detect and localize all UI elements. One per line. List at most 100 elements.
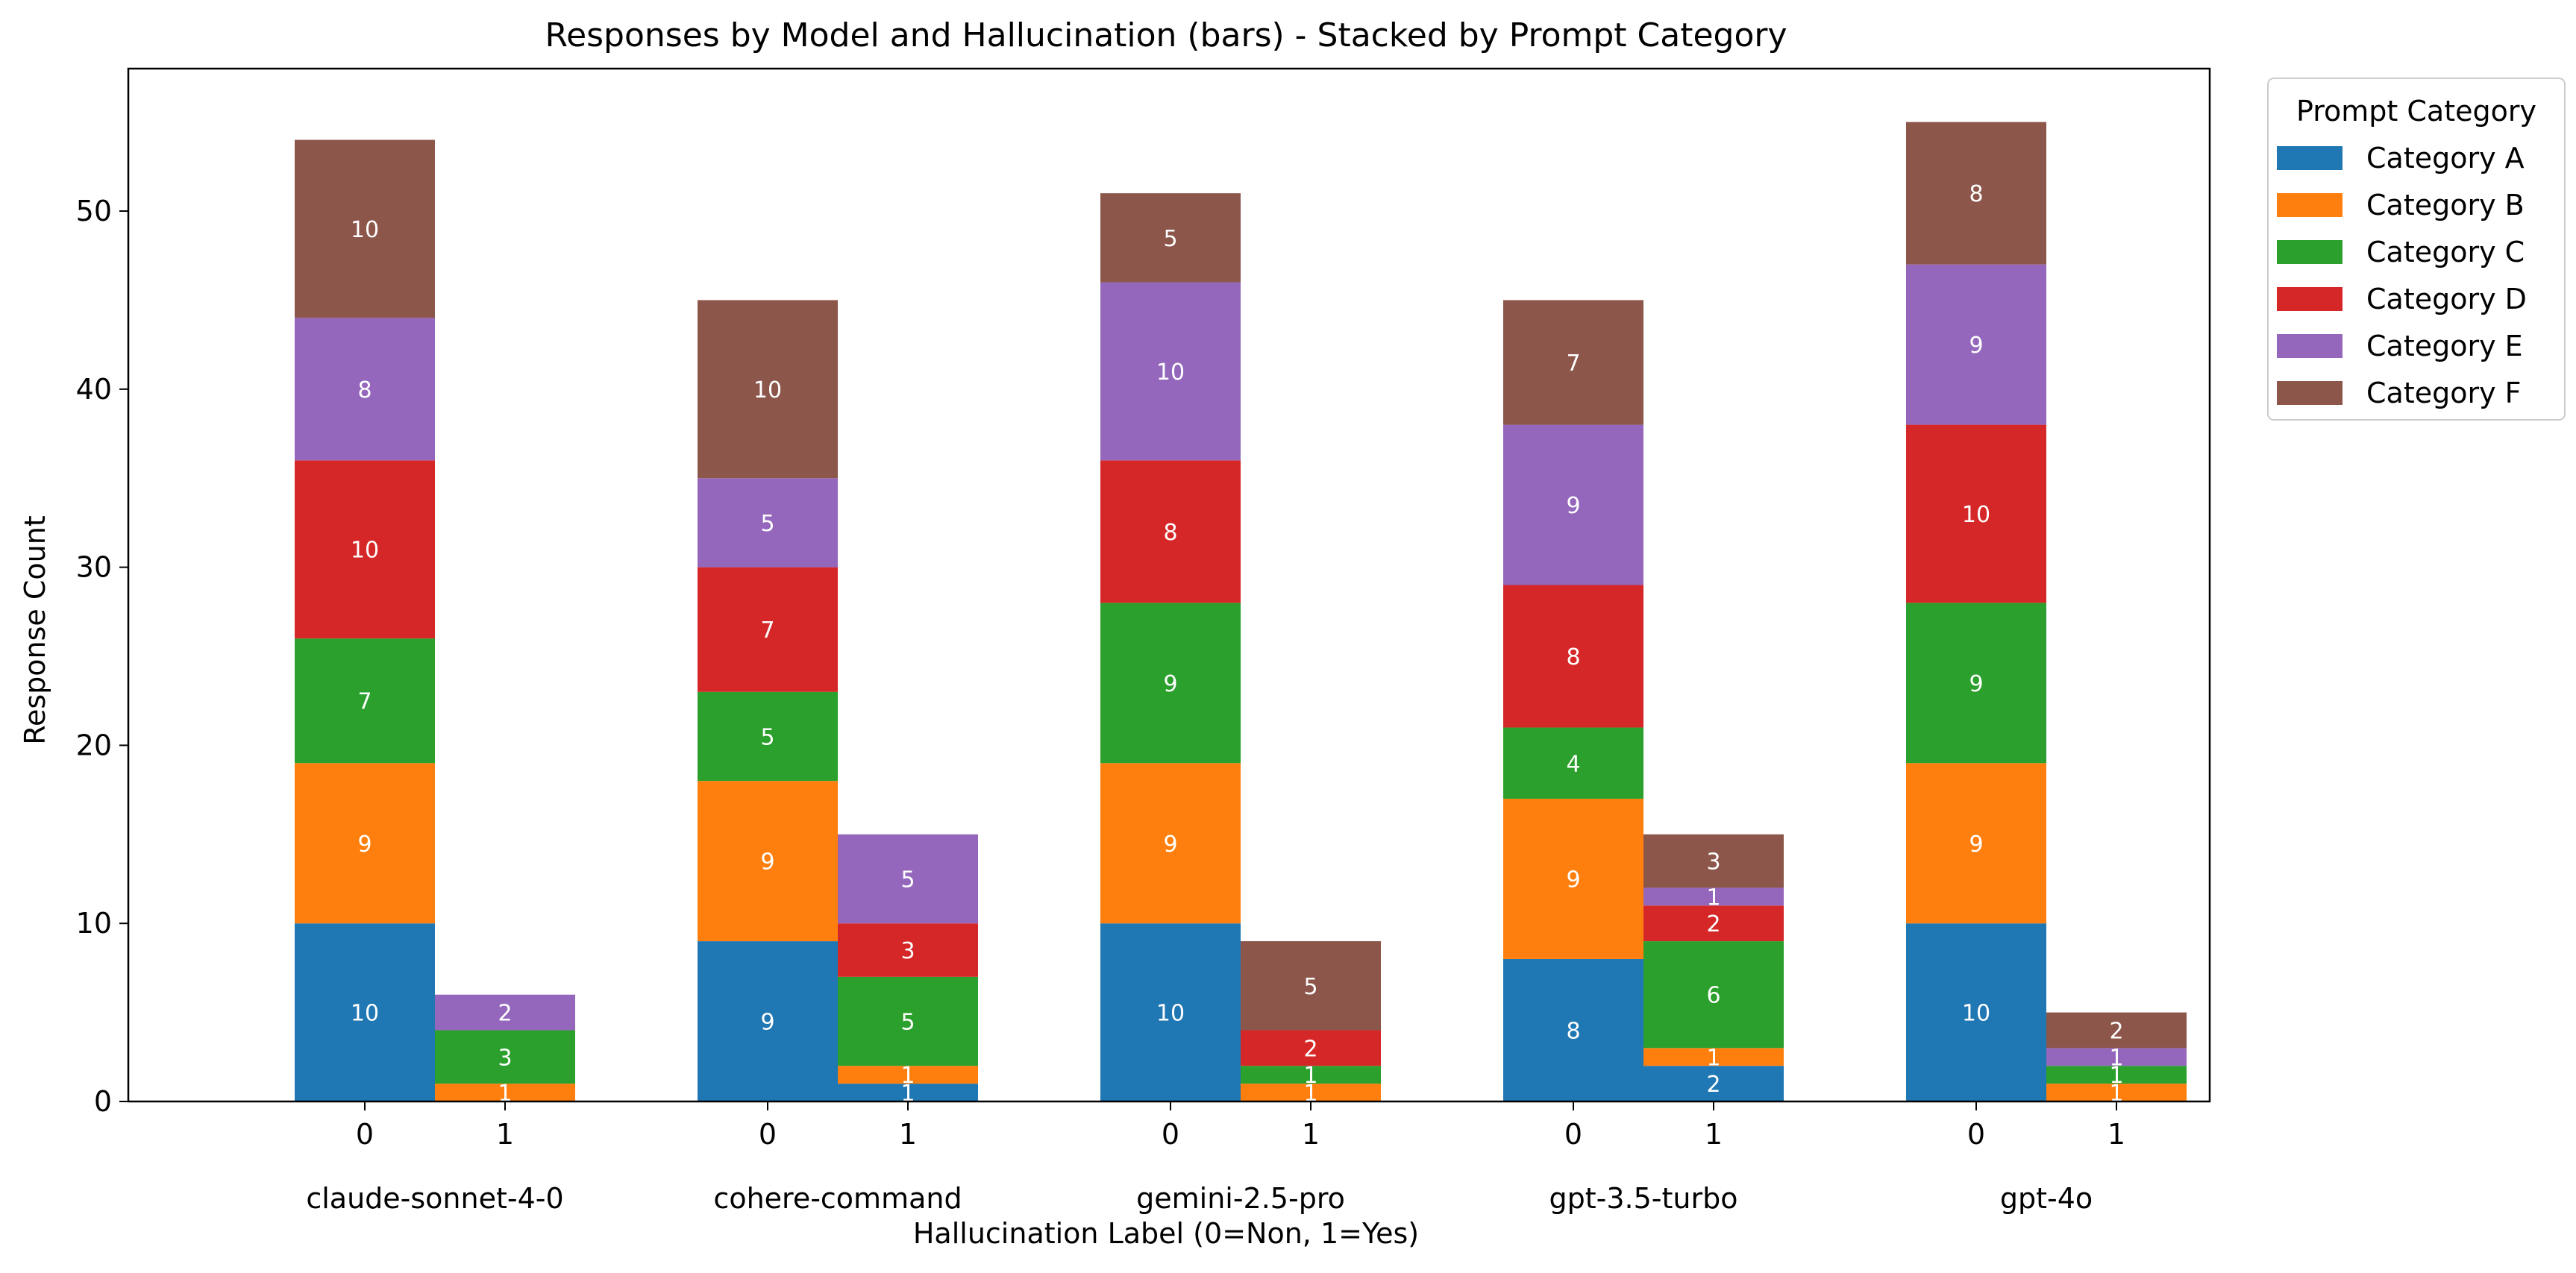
- bar-segment: [1503, 727, 1643, 799]
- bar-segment: [1100, 460, 1241, 603]
- bar-segment-label: 10: [351, 1001, 379, 1027]
- bar-segment: [295, 460, 435, 639]
- x-tick-label: 1: [1705, 1118, 1723, 1151]
- bar-segment-label: 9: [760, 1010, 774, 1036]
- bar-segment-label: 1: [498, 1081, 512, 1107]
- legend-swatch: [2277, 287, 2342, 311]
- bar-segment: [295, 763, 435, 924]
- bar-segment: [838, 1066, 978, 1084]
- bar-segment-label: 6: [1706, 983, 1720, 1009]
- chart-title: Responses by Model and Hallucination (ba…: [545, 16, 1787, 54]
- bar-segment-label: 1: [900, 1081, 915, 1107]
- bar-segment: [1503, 799, 1643, 959]
- bar-segment: [1643, 1066, 1784, 1101]
- bar-segment: [838, 976, 978, 1066]
- y-tick-label: 40: [76, 373, 112, 406]
- bar-segment-label: 8: [357, 377, 372, 403]
- bar-segment-label: 1: [2109, 1045, 2123, 1071]
- bar-segment-label: 2: [498, 1001, 512, 1027]
- bar-segment: [1503, 958, 1643, 1101]
- bar-segment-label: 10: [1962, 502, 1990, 528]
- legend-swatch: [2277, 146, 2342, 170]
- x-tick-label: 0: [1967, 1118, 1985, 1151]
- bar-segment-label: 5: [900, 1010, 915, 1036]
- bar-segment: [1906, 122, 2046, 265]
- bar-segment: [2046, 1012, 2187, 1049]
- bar-segment-label: 2: [1706, 911, 1720, 937]
- axes-layer: 0 1 claude-sonnet-4-0 0 1 cohere-command 0 1 gem…: [76, 67, 2211, 1215]
- bar-segment: [1100, 282, 1241, 461]
- bar-segment-label: 2: [1706, 1072, 1720, 1098]
- legend: Prompt Category Category A Category B Cate…: [2267, 78, 2566, 421]
- bar-segment-label: 5: [1303, 974, 1317, 1000]
- bar-segment: [698, 567, 838, 692]
- bar-segment-label: 2: [2109, 1018, 2123, 1044]
- legend-entry: Category F: [2366, 377, 2522, 409]
- bar-segment-label: 8: [1163, 520, 1177, 546]
- bar-segment-label: 10: [351, 217, 379, 243]
- bar-segment-label: 9: [1969, 832, 1983, 858]
- bar-segment-label: 10: [753, 377, 782, 403]
- legend-entry: Category D: [2366, 283, 2527, 315]
- bar-segment: [295, 923, 435, 1101]
- bar-segment: [435, 994, 575, 1031]
- bar-segment: [1100, 763, 1241, 924]
- bar-segment-label: 10: [1962, 1001, 1990, 1027]
- x-tick-label: 0: [759, 1118, 777, 1151]
- y-tick-label: 20: [76, 729, 112, 761]
- bar-segment: [1643, 834, 1784, 888]
- bar-segment: [295, 318, 435, 461]
- x-tick-label: 0: [1564, 1118, 1582, 1151]
- bar-segment: [698, 941, 838, 1101]
- bar-segment: [1241, 1030, 1381, 1066]
- bar-segment-label: 8: [1566, 644, 1580, 670]
- bar-segment-label: 7: [357, 689, 372, 715]
- bar-segment: [1643, 905, 1784, 942]
- bar-segment-label: 9: [1566, 493, 1580, 519]
- plot-frame: [127, 67, 2211, 1103]
- bar-segment-label: 10: [351, 538, 379, 564]
- y-axis-label: Response Count: [19, 515, 51, 744]
- bar-segment-label: 1: [2109, 1081, 2123, 1107]
- bar-segment-label: 10: [1156, 1001, 1185, 1027]
- bar-segment: [1906, 923, 2046, 1101]
- bar-segment: [838, 1084, 978, 1101]
- bar-segment-label: 3: [498, 1045, 512, 1071]
- bar-segment: [1643, 941, 1784, 1049]
- bar-segment-label: 8: [1969, 181, 1983, 207]
- bar-segment: [1906, 763, 2046, 924]
- bar-segment: [435, 1030, 575, 1084]
- legend-swatch: [2277, 193, 2342, 217]
- bar-segment-label: 2: [1303, 1036, 1317, 1062]
- bar-segment-label: 1: [1706, 884, 1720, 911]
- legend-entry: Category C: [2366, 236, 2525, 268]
- bar-segment: [838, 923, 978, 977]
- bar-segment: [1906, 424, 2046, 603]
- legend-title: Prompt Category: [2296, 95, 2536, 128]
- legend-swatch: [2277, 334, 2342, 358]
- legend-entry: Category A: [2366, 142, 2525, 175]
- bar-segment: [435, 1084, 575, 1101]
- bar-segment: [295, 638, 435, 764]
- bar-segment-label: 4: [1566, 751, 1580, 777]
- bar-segment: [1503, 424, 1643, 585]
- bar-segment: [1503, 300, 1643, 425]
- bar-segment-label: 7: [1566, 351, 1580, 377]
- bar-segment-label: 9: [1163, 671, 1177, 697]
- bar-segment-label: 3: [900, 938, 915, 964]
- bar-segment-label: 10: [1156, 359, 1185, 386]
- bar-segment: [698, 781, 838, 942]
- bar-segment: [1906, 264, 2046, 425]
- bar-segment: [1241, 1066, 1381, 1084]
- x-tick-label: 1: [899, 1118, 917, 1151]
- bar-segment: [1100, 923, 1241, 1101]
- bar-segment: [1643, 887, 1784, 906]
- y-tick-label: 50: [76, 195, 112, 227]
- bar-segment-label: 3: [1706, 849, 1720, 876]
- bar-segment-label: 5: [1163, 226, 1177, 252]
- bar-segment-label: 1: [2109, 1063, 2123, 1089]
- bar-segment: [1906, 603, 2046, 764]
- x-axis-label: Hallucination Label (0=Non, 1=Yes): [913, 1217, 1419, 1250]
- bar-segment-label: 9: [1163, 832, 1177, 858]
